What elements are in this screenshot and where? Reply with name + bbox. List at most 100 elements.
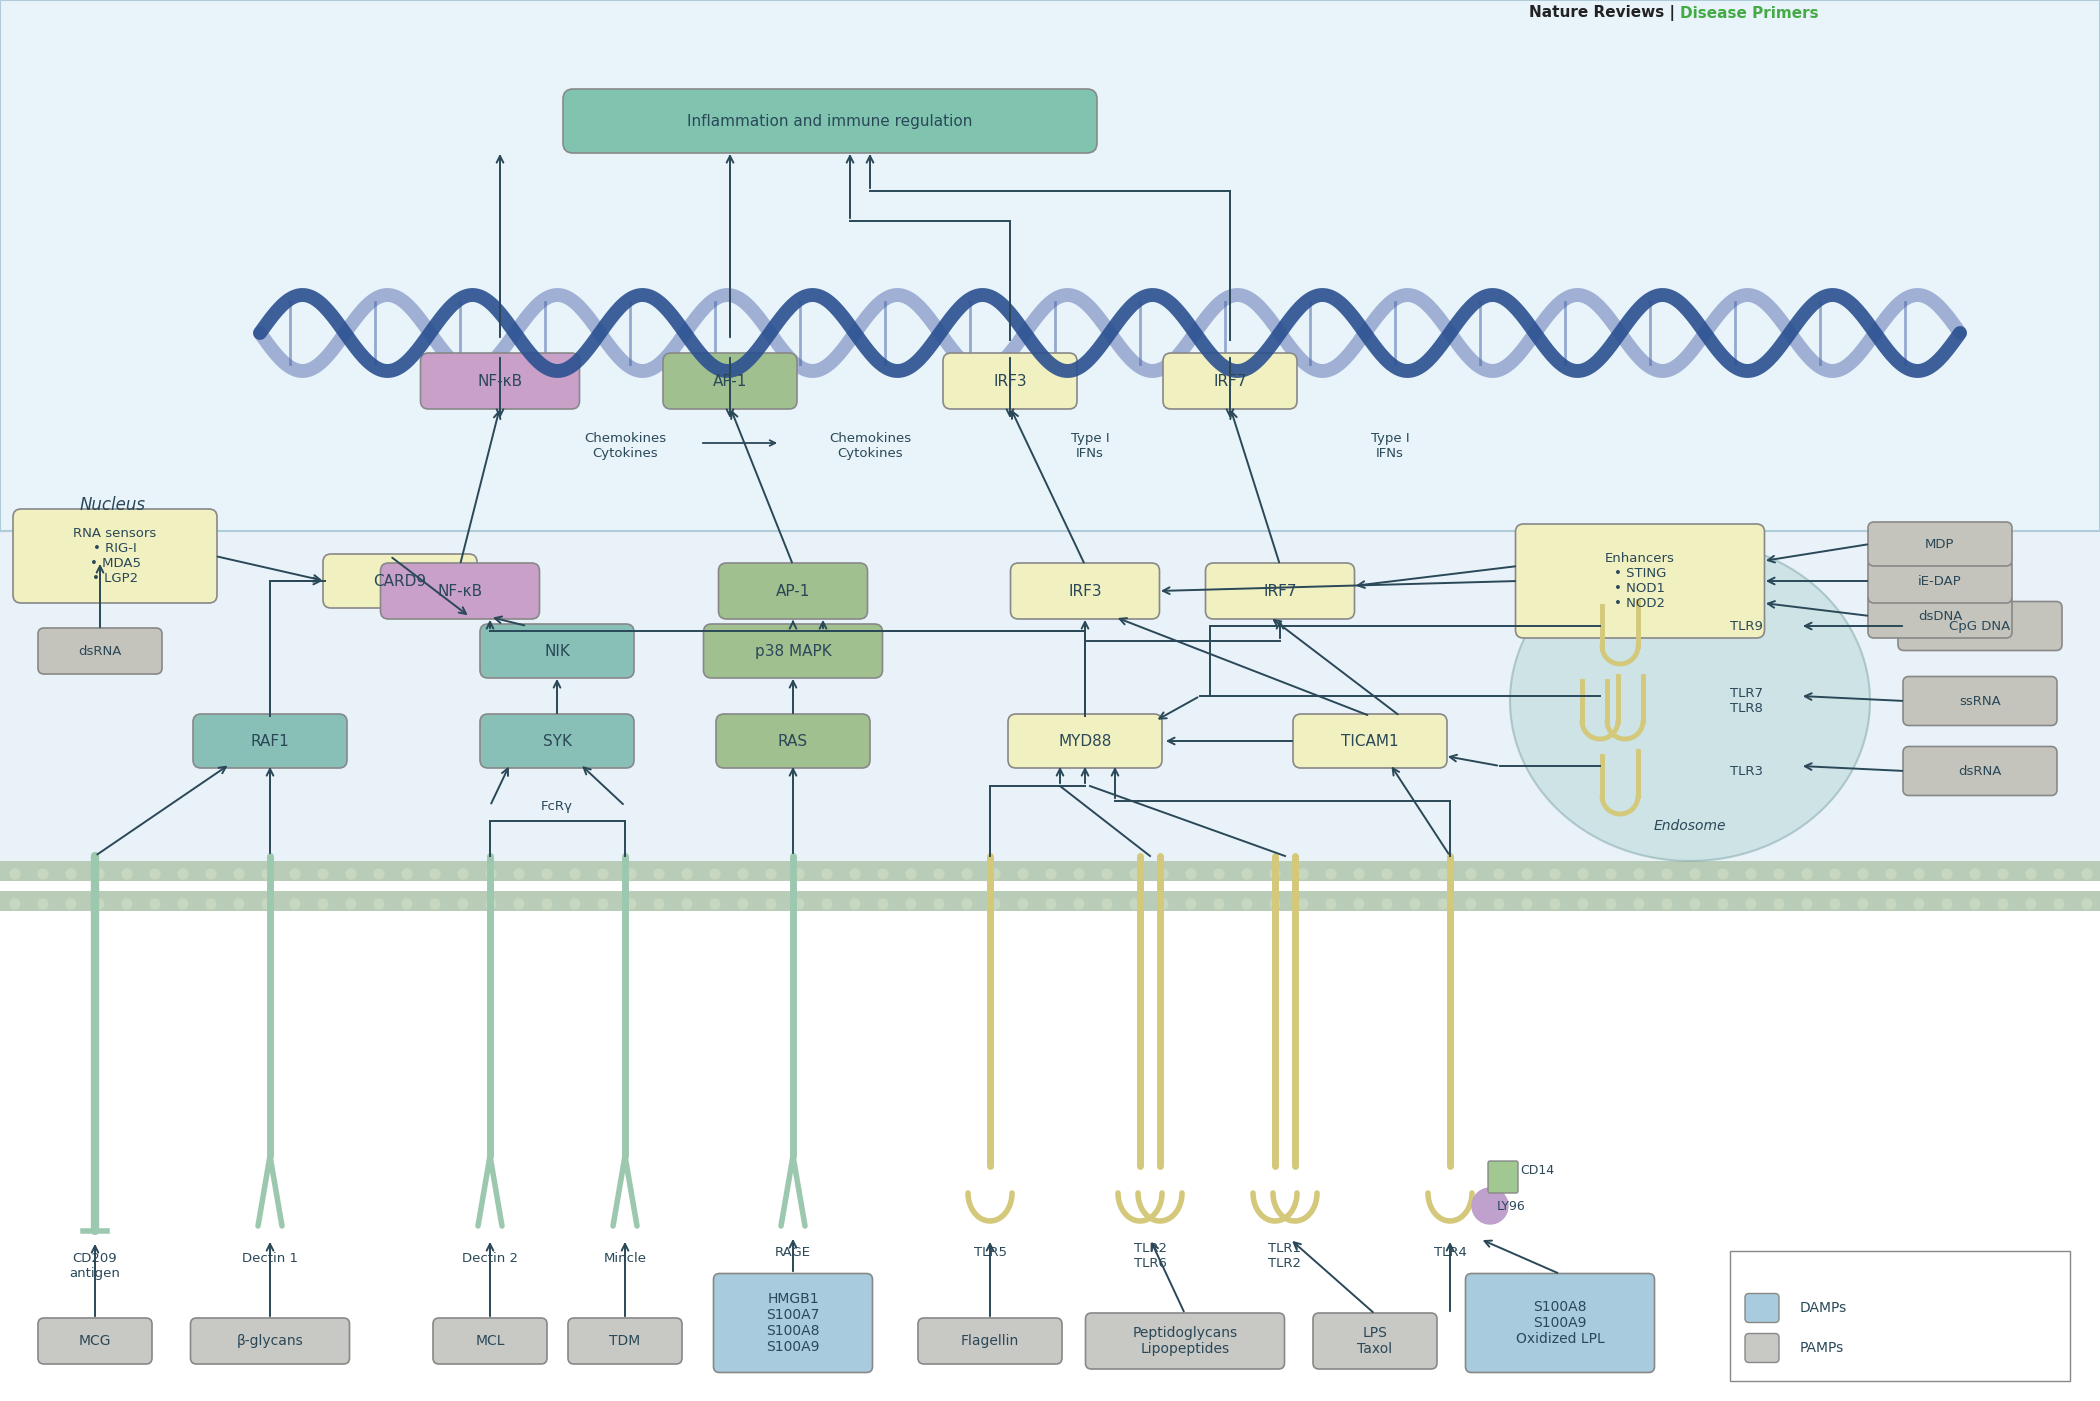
Circle shape (878, 869, 888, 878)
Text: dsDNA: dsDNA (1917, 609, 1961, 622)
Text: TLR5: TLR5 (974, 1247, 1006, 1259)
Text: LPS
Taxol: LPS Taxol (1357, 1325, 1392, 1356)
Circle shape (1970, 899, 1980, 909)
Circle shape (1493, 899, 1504, 909)
Circle shape (122, 899, 132, 909)
Circle shape (2054, 869, 2064, 878)
Circle shape (1913, 869, 1924, 878)
Circle shape (598, 899, 609, 909)
Circle shape (1970, 869, 1980, 878)
Circle shape (1472, 1188, 1508, 1224)
Circle shape (710, 899, 720, 909)
Circle shape (1942, 869, 1953, 878)
Circle shape (1018, 869, 1029, 878)
Circle shape (989, 869, 1000, 878)
Circle shape (542, 899, 552, 909)
Text: IRF7: IRF7 (1264, 583, 1298, 598)
Circle shape (710, 869, 720, 878)
Text: CpG DNA: CpG DNA (1949, 619, 2010, 632)
Circle shape (1493, 869, 1504, 878)
Circle shape (626, 869, 636, 878)
Text: TLR2
TLR6: TLR2 TLR6 (1134, 1243, 1166, 1269)
Circle shape (737, 869, 748, 878)
Text: TLR4: TLR4 (1434, 1247, 1466, 1259)
FancyBboxPatch shape (1466, 1274, 1655, 1373)
FancyBboxPatch shape (716, 715, 869, 768)
Circle shape (1102, 869, 1113, 878)
Text: Disease Primers: Disease Primers (1680, 6, 1819, 21)
Circle shape (458, 869, 468, 878)
Bar (0, 891, 2100, 911)
Circle shape (1298, 869, 1308, 878)
FancyBboxPatch shape (1903, 747, 2058, 796)
Ellipse shape (1510, 541, 1869, 862)
Text: MCG: MCG (80, 1334, 111, 1348)
FancyBboxPatch shape (918, 1318, 1063, 1365)
Circle shape (262, 869, 273, 878)
FancyBboxPatch shape (704, 623, 882, 678)
Circle shape (65, 899, 76, 909)
Text: ssRNA: ssRNA (1959, 695, 2001, 708)
Text: RAGE: RAGE (775, 1247, 811, 1259)
Circle shape (233, 899, 244, 909)
Text: iE-DAP: iE-DAP (1917, 574, 1961, 587)
Text: dsRNA: dsRNA (78, 644, 122, 657)
Circle shape (1214, 899, 1224, 909)
Circle shape (1073, 899, 1084, 909)
Circle shape (682, 899, 693, 909)
Circle shape (905, 869, 916, 878)
FancyBboxPatch shape (323, 553, 477, 608)
Circle shape (2026, 869, 2037, 878)
Circle shape (38, 869, 48, 878)
FancyBboxPatch shape (1010, 563, 1159, 619)
Circle shape (1214, 869, 1224, 878)
Circle shape (962, 869, 972, 878)
Text: MDP: MDP (1926, 538, 1955, 551)
Circle shape (653, 869, 664, 878)
Text: Mincle: Mincle (603, 1252, 647, 1265)
Circle shape (934, 869, 945, 878)
Text: NIK: NIK (544, 643, 569, 658)
Circle shape (1409, 869, 1420, 878)
Bar (0, 531, 2100, 871)
Circle shape (1858, 899, 1869, 909)
Text: DAMPs: DAMPs (1800, 1302, 1848, 1316)
Circle shape (485, 869, 496, 878)
Circle shape (905, 899, 916, 909)
Circle shape (1102, 899, 1113, 909)
Circle shape (401, 899, 412, 909)
Text: TLR1
TLR2: TLR1 TLR2 (1268, 1243, 1302, 1269)
Circle shape (38, 899, 48, 909)
Circle shape (766, 869, 777, 878)
FancyBboxPatch shape (567, 1318, 682, 1365)
Circle shape (514, 899, 525, 909)
Text: p38 MAPK: p38 MAPK (754, 643, 832, 658)
Circle shape (346, 899, 357, 909)
FancyBboxPatch shape (1869, 523, 2012, 566)
Circle shape (682, 869, 693, 878)
Circle shape (346, 869, 357, 878)
Text: Endosome: Endosome (1655, 820, 1726, 834)
Text: Enhancers
• STING
• NOD1
• NOD2: Enhancers • STING • NOD1 • NOD2 (1604, 552, 1676, 609)
Circle shape (2054, 899, 2064, 909)
FancyBboxPatch shape (481, 623, 634, 678)
Circle shape (149, 899, 160, 909)
Text: CD14: CD14 (1520, 1164, 1554, 1177)
Circle shape (653, 899, 664, 909)
FancyBboxPatch shape (1745, 1293, 1779, 1323)
Circle shape (458, 899, 468, 909)
Circle shape (1690, 899, 1701, 909)
Circle shape (962, 899, 972, 909)
Text: LY96: LY96 (1497, 1199, 1527, 1212)
Text: RAS: RAS (777, 734, 808, 748)
Circle shape (1690, 869, 1701, 878)
Text: CARD9: CARD9 (374, 573, 426, 588)
Circle shape (514, 869, 525, 878)
Text: NF-κB: NF-κB (477, 374, 523, 388)
Circle shape (1438, 869, 1449, 878)
FancyBboxPatch shape (1516, 524, 1764, 637)
Circle shape (1829, 899, 1840, 909)
Text: PAMPs: PAMPs (1800, 1341, 1844, 1355)
Circle shape (1997, 869, 2008, 878)
Text: MCL: MCL (475, 1334, 504, 1348)
